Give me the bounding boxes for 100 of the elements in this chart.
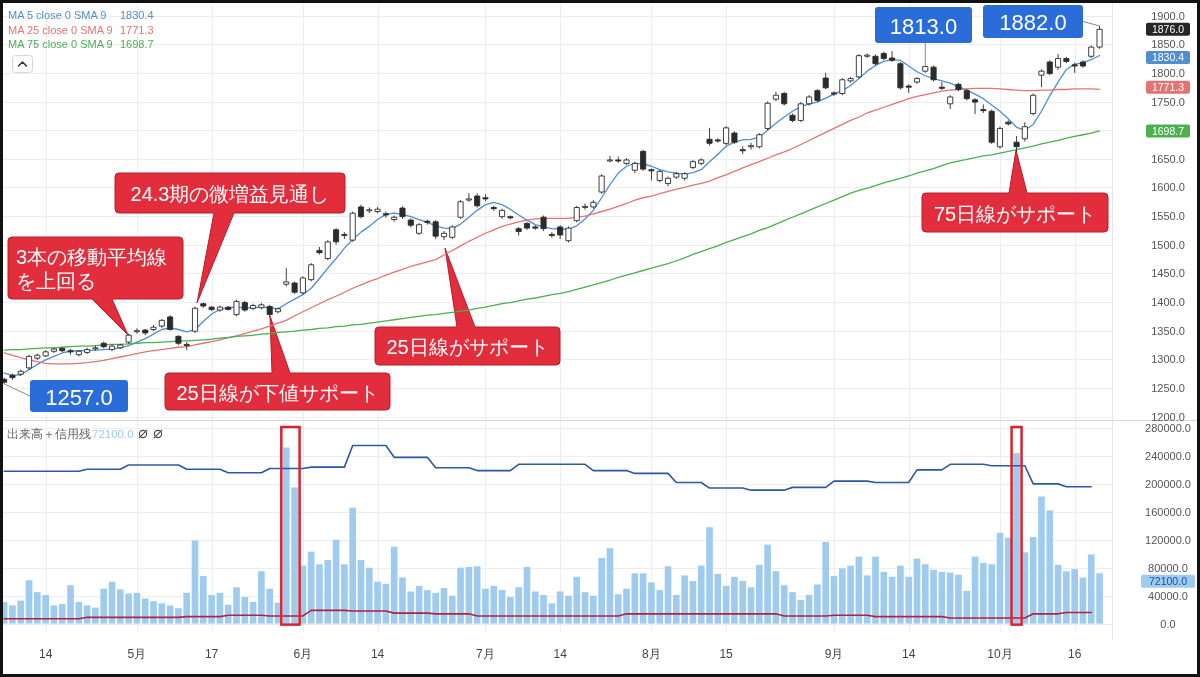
candlestick (640, 149, 647, 172)
y-tick-label: 1650.0 (1151, 152, 1185, 165)
text: 出来高＋信用残 (7, 427, 91, 440)
bar (191, 540, 199, 624)
candlestick (1096, 25, 1103, 50)
y-tick-label: 200000.0 (1145, 477, 1191, 490)
y-tick-label: 1250.0 (1151, 381, 1185, 394)
y-tick-label: 1600.0 (1151, 181, 1185, 194)
candlestick (274, 307, 282, 314)
y-tick-label: 40000.0 (1148, 589, 1188, 602)
y-tick-label: 80000.0 (1148, 561, 1188, 574)
candlestick (972, 97, 979, 115)
candlestick (980, 103, 987, 114)
candlestick (1079, 59, 1086, 69)
y-tick-label: 120000.0 (1145, 533, 1191, 546)
candlestick (988, 109, 995, 145)
candlestick (9, 373, 16, 381)
candlestick (772, 91, 779, 102)
candlestick (241, 300, 248, 313)
y-tick-label: 1500.0 (1151, 238, 1185, 251)
candlestick (706, 127, 713, 147)
candlestick (789, 113, 796, 123)
text: MA 5 close 0 SMA 9 (8, 9, 107, 21)
candlestick (1021, 121, 1028, 143)
candlestick (913, 76, 921, 85)
candlestick (938, 81, 945, 91)
candlestick (474, 192, 481, 208)
candlestick (133, 327, 140, 334)
candlestick (797, 101, 804, 123)
y-tick-label: 1550.0 (1151, 210, 1185, 223)
candlestick (523, 221, 530, 231)
candlestick (316, 246, 323, 255)
annotation: 24.3期の微増益見通し (130, 183, 330, 205)
candlestick (864, 52, 871, 59)
candlestick (582, 203, 589, 211)
annotation: 1830.4 (120, 9, 154, 21)
x-tick-label: 15 (719, 647, 734, 661)
candlestick (92, 345, 99, 352)
x-tick-label: 5月 (127, 647, 147, 661)
y-tick-label: 280000.0 (1145, 421, 1191, 434)
annotation: 3本の移動平均線を上回る (16, 246, 168, 292)
line-series (3, 609, 1093, 620)
candlestick (333, 227, 340, 246)
text: 72100.0 (1149, 575, 1188, 588)
candlestick (499, 208, 506, 220)
candlestick (996, 126, 1003, 149)
x-tick-label: 6月 (293, 647, 313, 661)
candlestick (299, 275, 306, 296)
y-tick-label: 1750.0 (1151, 95, 1185, 108)
candlestick (747, 142, 755, 151)
text: MA 75 close 0 SMA 9 (8, 38, 113, 50)
y-tick-label: 1800.0 (1151, 66, 1185, 79)
candlestick (407, 217, 414, 228)
candlestick (125, 333, 132, 345)
candlestick (150, 324, 157, 332)
candlestick (175, 334, 182, 346)
candlestick (59, 346, 66, 353)
candlestick (50, 347, 57, 354)
candlestick (515, 226, 522, 237)
y-tick-label: 1900.0 (1151, 9, 1185, 22)
candlestick (109, 343, 116, 352)
x-tick-label: 16 (1067, 647, 1082, 661)
candlestick (324, 239, 331, 261)
candlestick (208, 305, 215, 312)
candlestick (1063, 56, 1070, 64)
candlestick (84, 347, 91, 355)
candlestick (357, 204, 365, 219)
annotation: 1698.7 (120, 38, 154, 50)
candlestick (565, 225, 572, 243)
candlestick (399, 205, 406, 220)
candlestick (764, 101, 771, 131)
candlestick (250, 303, 257, 311)
candlestick (449, 224, 456, 240)
line-series (3, 444, 1093, 491)
candlestick (1046, 59, 1053, 76)
candlestick (548, 231, 555, 239)
y-tick-label: 0.0 (1160, 617, 1176, 630)
annotation: 1257.0 (45, 384, 113, 410)
candlestick (308, 262, 315, 282)
candlestick (665, 176, 672, 187)
candlestick (714, 137, 721, 144)
annotation: 1813.0 (889, 13, 958, 39)
candlestick (200, 302, 207, 309)
candlestick (947, 94, 954, 110)
candlestick (806, 94, 813, 106)
candlestick (100, 341, 107, 349)
y-tick-label: 1300.0 (1151, 353, 1185, 366)
annotation: 25日線がサポート (386, 336, 549, 358)
annotation: 1771.3 (120, 23, 154, 36)
candlestick (216, 304, 223, 313)
candlestick (67, 348, 74, 356)
annotation: 1882.0 (999, 10, 1067, 35)
candlestick (739, 145, 746, 155)
annotation: 72100.0 (92, 428, 134, 440)
candlestick (1071, 62, 1078, 74)
y-tick-label: 1850.0 (1151, 38, 1185, 51)
candlestick (648, 168, 655, 182)
candlestick (540, 215, 547, 232)
candlestick (955, 82, 962, 92)
bar (1013, 453, 1020, 624)
